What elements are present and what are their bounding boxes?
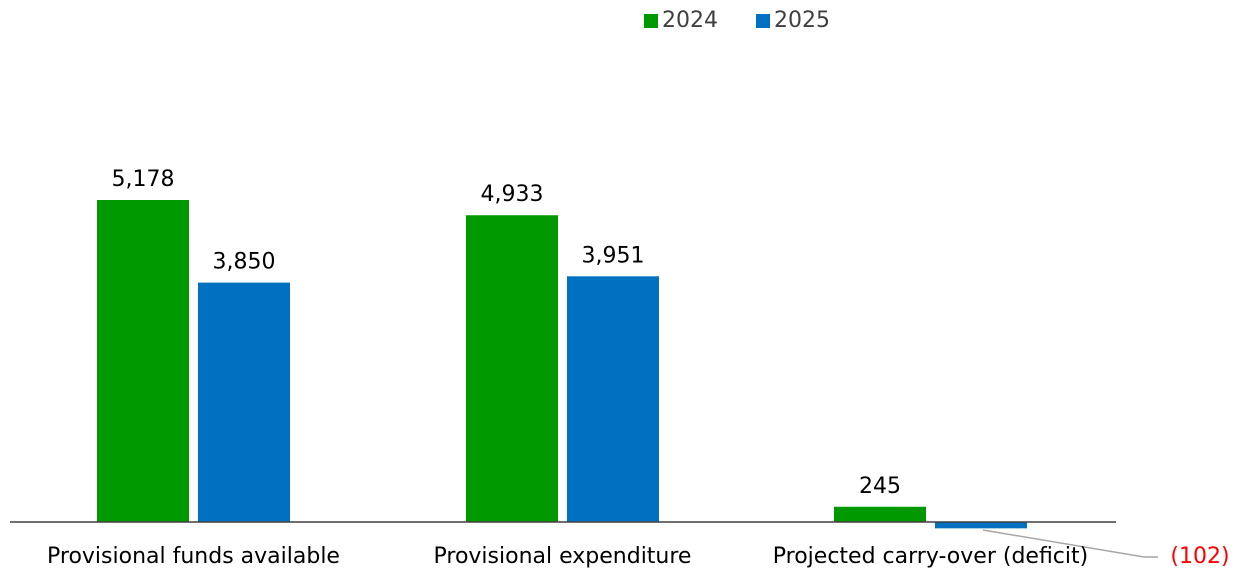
value-label-2024-projected-carry-over-deficit: 245 bbox=[859, 474, 901, 499]
legend-swatch-2025 bbox=[756, 13, 770, 28]
category-label-provisional-funds-available: Provisional funds available bbox=[47, 544, 340, 569]
bar-2024-projected-carry-over-deficit bbox=[834, 506, 926, 522]
bar-2024-provisional-expenditure bbox=[466, 215, 558, 523]
bars-group bbox=[97, 200, 1027, 529]
category-label-provisional-expenditure: Provisional expenditure bbox=[434, 544, 692, 569]
leader-line-2025-projected-carry-over-deficit bbox=[982, 529, 1158, 558]
bar-2024-provisional-funds-available bbox=[97, 200, 189, 522]
legend-swatch-2024 bbox=[644, 13, 658, 28]
category-labels-group: Provisional funds available Provisional e… bbox=[47, 544, 1088, 569]
value-label-2024-provisional-expenditure: 4,933 bbox=[481, 182, 544, 207]
value-label-2025-provisional-expenditure: 3,951 bbox=[582, 243, 645, 268]
value-label-2025-provisional-funds-available: 3,850 bbox=[213, 250, 276, 275]
category-label-projected-carry-over-deficit: Projected carry-over (deficit) bbox=[773, 544, 1088, 569]
bar-2025-provisional-expenditure bbox=[567, 276, 659, 522]
value-label-2024-provisional-funds-available: 5,178 bbox=[112, 167, 175, 192]
value-label-2025-projected-carry-over-deficit: (102) bbox=[1170, 544, 1229, 569]
value-labels-group: 5,178 4,933 245 3,850 3,951 (102) bbox=[112, 167, 1230, 569]
legend-label-2025: 2025 bbox=[774, 8, 830, 33]
legend-item-2025: 2025 bbox=[756, 8, 830, 33]
chart-legend: 2024 2025 bbox=[644, 8, 868, 33]
legend-item-2024: 2024 bbox=[644, 8, 718, 33]
bar-2025-provisional-funds-available bbox=[198, 282, 290, 522]
bar-2025-projected-carry-over-deficit bbox=[935, 522, 1027, 529]
legend-label-2024: 2024 bbox=[662, 8, 718, 33]
